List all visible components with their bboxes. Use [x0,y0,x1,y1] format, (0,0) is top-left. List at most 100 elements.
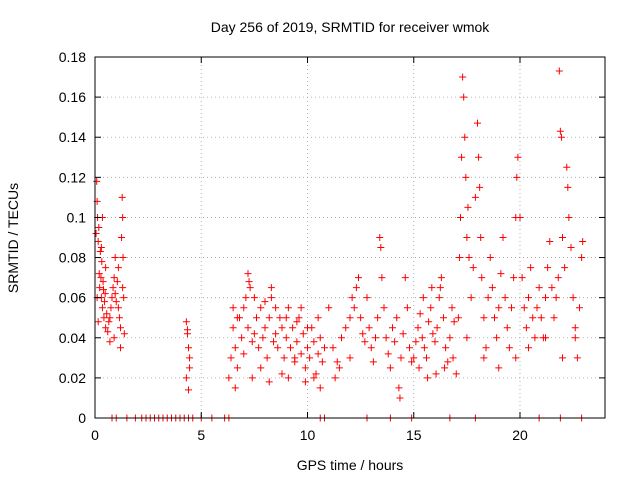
data-point [120,294,128,302]
data-point [248,374,256,382]
data-point [244,270,252,278]
data-point [419,294,427,302]
data-point [287,344,294,352]
y-tick-label: 0.14 [59,129,86,145]
data-point [571,334,579,342]
data-point [297,350,305,358]
data-point [505,344,513,352]
data-point [448,304,456,312]
data-point [225,374,233,382]
data-point [442,344,450,352]
y-axis-label: SRMTID / TECUs [5,183,21,293]
data-point [465,254,473,262]
data-point [412,338,420,346]
data-point [469,264,477,272]
data-point [449,354,457,362]
data-point [497,270,505,278]
data-point [293,338,301,346]
y-tick-label: 0.02 [59,370,86,386]
data-point [550,314,558,322]
data-point [257,364,265,372]
data-point [488,284,496,292]
data-point [537,314,545,322]
y-tick-label: 0.06 [59,290,86,306]
data-point [522,324,530,332]
data-point [310,374,318,382]
data-point [314,350,322,358]
data-point [382,334,390,342]
x-tick-label: 0 [91,427,99,443]
data-point [437,274,445,282]
data-point [106,314,114,322]
data-point [395,384,403,392]
data-point [100,286,107,294]
data-point [119,254,127,262]
data-point [272,304,280,312]
data-point [467,294,475,302]
data-point [406,344,413,352]
data-point [374,314,382,322]
data-point [335,364,343,372]
data-point [118,234,126,241]
data-point [508,304,515,312]
data-point [274,344,282,352]
data-point [499,234,507,241]
data-point [278,324,286,332]
data-point [342,324,350,332]
data-point [183,326,191,334]
data-point [512,354,520,362]
data-point [297,304,305,312]
data-point [555,67,563,75]
data-point [93,177,101,185]
data-point [418,334,426,342]
data-point [459,73,467,81]
data-point [352,284,360,292]
data-point [425,318,433,326]
data-point [408,358,416,366]
data-point [101,298,109,306]
data-point [110,274,118,282]
data-point [280,354,288,362]
data-point [474,119,481,127]
data-points [92,67,587,422]
data-point [233,314,241,322]
data-point [458,153,466,161]
data-point [564,183,572,191]
data-point [563,163,571,171]
data-point [100,314,108,322]
data-point [365,324,373,332]
data-point [428,284,436,292]
data-point [306,354,314,362]
data-point [535,284,543,292]
data-point [107,304,115,312]
data-point [559,354,566,362]
y-tick-label: 0.1 [67,209,87,225]
data-point [113,278,121,286]
data-point [98,304,106,312]
data-point [117,344,124,352]
data-point [186,364,194,372]
data-point [355,274,362,282]
data-point [112,298,120,306]
data-point [119,284,127,292]
data-point [304,324,311,332]
data-point [446,334,454,342]
data-point [265,378,273,386]
y-tick-label: 0.16 [59,89,86,105]
data-point [120,330,128,338]
data-point [396,394,404,402]
data-point [477,234,485,241]
data-point [457,213,464,221]
data-point [101,290,109,298]
data-point [391,338,399,346]
data-point [248,338,256,346]
data-point [282,314,290,322]
x-tick-label: 20 [512,427,528,443]
data-point [261,298,269,306]
data-point [312,370,320,378]
data-point [573,354,581,362]
data-point [527,264,535,272]
data-point [450,318,458,326]
